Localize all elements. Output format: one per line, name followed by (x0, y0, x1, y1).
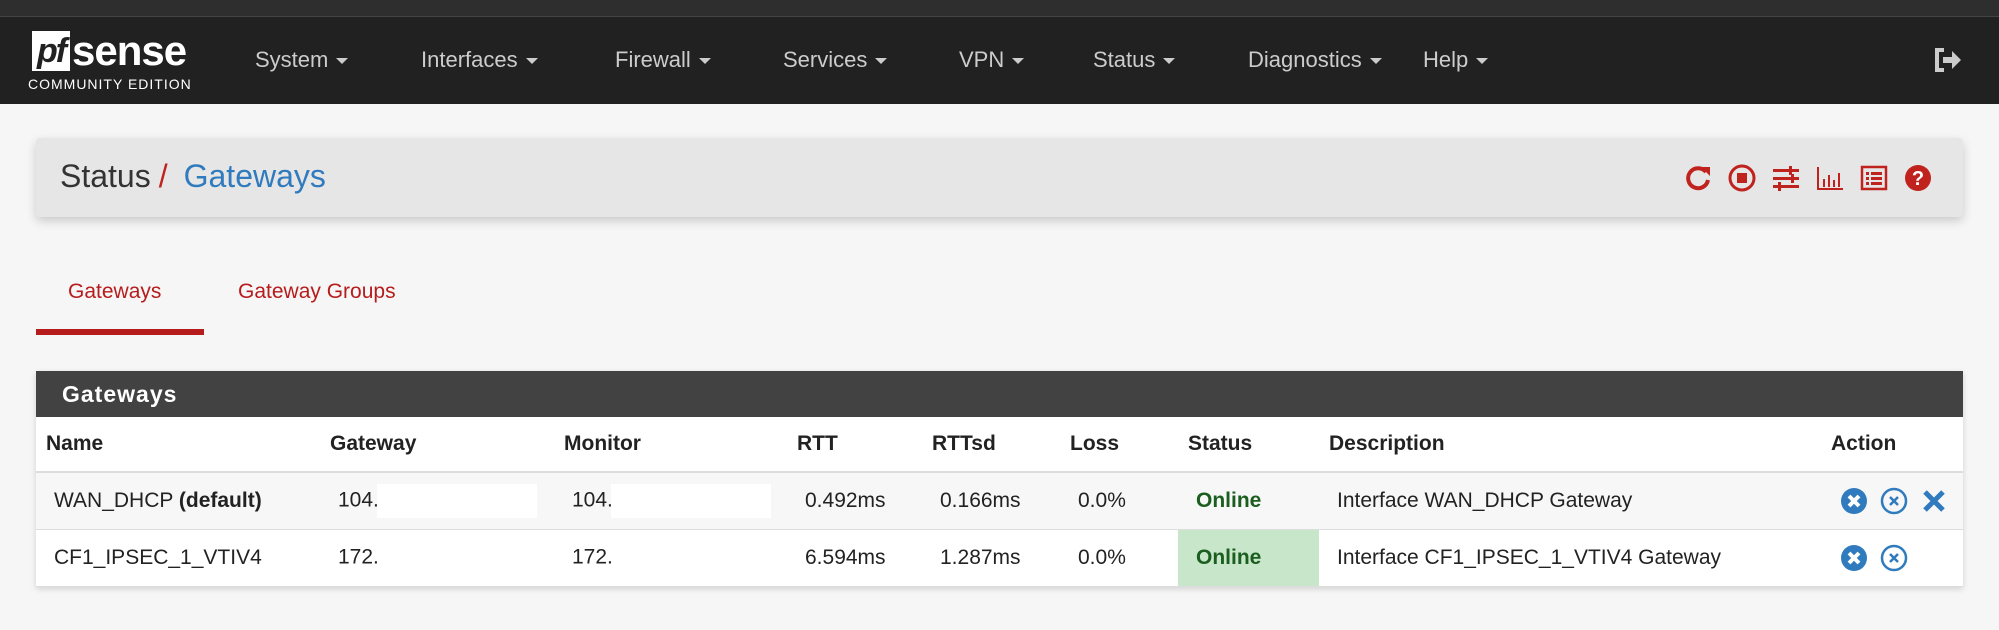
menu-services[interactable]: Services (783, 47, 888, 73)
breadcrumb-bar: Status / Gateways ? (36, 138, 1963, 217)
menu-vpn[interactable]: VPN (959, 47, 1025, 73)
gateways-table: Name Gateway Monitor RTT RTTsd Loss Stat… (36, 417, 1963, 587)
caret-down-icon (1012, 58, 1025, 65)
active-tab-indicator (36, 329, 204, 335)
caret-down-icon (525, 58, 538, 65)
table-header-row: Name Gateway Monitor RTT RTTsd Loss Stat… (36, 417, 1963, 473)
tab-gateways[interactable]: Gateways (68, 280, 162, 303)
redacted (376, 540, 537, 575)
panel-title: Gateways (36, 371, 1963, 417)
status-badge: Online (1178, 472, 1319, 530)
caret-down-icon (698, 58, 711, 65)
sign-out-icon[interactable] (1932, 45, 1962, 75)
redacted (376, 483, 537, 518)
caret-down-icon (336, 58, 349, 65)
pfsense-logo[interactable]: pf sense COMMUNITY EDITION (28, 27, 192, 92)
menu-diagnostics[interactable]: Diagnostics (1248, 47, 1382, 73)
disable-icon[interactable] (1879, 543, 1909, 573)
status-badge: Online (1178, 529, 1319, 587)
refresh-icon[interactable] (1683, 163, 1713, 193)
table-row: CF1_IPSEC_1_VTIV4 172. 172. 6.594ms 1.28… (36, 529, 1963, 587)
menu-status[interactable]: Status (1093, 47, 1176, 73)
table-row: WAN_DHCP (default) 104. 104. 0.492ms 0.1… (36, 472, 1963, 530)
caret-down-icon (875, 58, 888, 65)
menu-system[interactable]: System (255, 47, 349, 73)
caret-down-icon (1476, 58, 1489, 65)
breadcrumb: Status / Gateways (60, 158, 326, 194)
disable-icon[interactable] (1879, 486, 1909, 516)
sliders-icon[interactable] (1771, 163, 1801, 193)
mark-down-icon[interactable] (1839, 486, 1869, 516)
breadcrumb-current[interactable]: Gateways (183, 158, 326, 194)
gateways-panel: Gateways Name Gateway Monitor RTT RTTsd … (36, 371, 1963, 587)
redacted (610, 540, 771, 575)
menu-interfaces[interactable]: Interfaces (421, 47, 538, 73)
edition-label: COMMUNITY EDITION (28, 76, 192, 92)
breadcrumb-parent[interactable]: Status (60, 158, 151, 194)
svg-text:?: ? (1912, 168, 1924, 190)
help-icon[interactable]: ? (1903, 163, 1933, 193)
menu-help[interactable]: Help (1423, 47, 1489, 73)
delete-icon[interactable] (1919, 486, 1949, 516)
list-icon[interactable] (1859, 163, 1889, 193)
redacted (610, 483, 771, 518)
browser-strip (0, 0, 1999, 17)
caret-down-icon (1369, 58, 1382, 65)
tab-gateway-groups[interactable]: Gateway Groups (238, 280, 396, 303)
stop-circle-icon[interactable] (1727, 163, 1757, 193)
menu-firewall[interactable]: Firewall (615, 47, 711, 73)
caret-down-icon (1163, 58, 1176, 65)
bar-chart-icon[interactable] (1815, 163, 1845, 193)
navbar: pf sense COMMUNITY EDITION System Interf… (0, 17, 1999, 104)
mark-down-icon[interactable] (1839, 543, 1869, 573)
